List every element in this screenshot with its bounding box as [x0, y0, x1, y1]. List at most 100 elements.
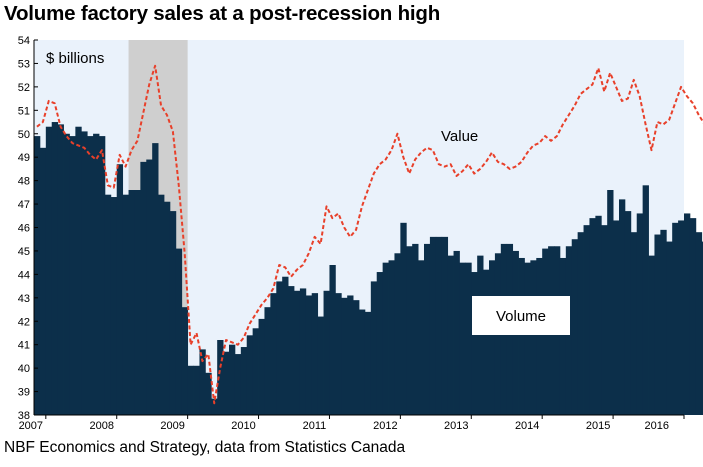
y-tick-label: 48: [18, 176, 30, 188]
volume-bar: [246, 335, 254, 415]
volume-bar: [299, 288, 307, 415]
volume-bar: [199, 349, 206, 415]
volume-bar: [370, 281, 378, 415]
value-series-line: [36, 64, 703, 405]
volume-bar: [589, 218, 596, 415]
volume-bar: [323, 290, 330, 415]
y-tick-label: 40: [18, 363, 30, 375]
x-tick-label: 2013: [444, 420, 468, 432]
volume-bar: [39, 147, 47, 415]
volume-bar: [110, 197, 118, 415]
volume-bar: [400, 222, 407, 415]
volume-bar: [93, 133, 100, 415]
y-tick-label: 52: [18, 82, 30, 94]
volume-bar: [406, 246, 413, 415]
volume-bar: [311, 293, 319, 415]
volume-bar: [695, 232, 703, 415]
volume-bar: [477, 255, 484, 415]
volume-bar: [63, 133, 70, 415]
volume-bar: [678, 220, 685, 415]
volume-bar: [418, 260, 425, 415]
volume-bar: [613, 220, 620, 415]
volume-series-label: Volume: [496, 308, 546, 325]
volume-bar: [45, 126, 53, 415]
volume-bar: [264, 307, 271, 415]
volume-bar: [518, 257, 525, 415]
volume-bar: [359, 309, 366, 415]
volume-bar: [648, 255, 655, 415]
volume-bar: [660, 229, 667, 415]
volume-bar: [595, 215, 602, 415]
volume-bar: [364, 311, 372, 415]
volume-bar: [642, 185, 649, 415]
volume-bar: [258, 318, 265, 415]
volume-bar: [672, 222, 679, 415]
volume-bar: [471, 272, 478, 415]
volume-bar: [217, 340, 224, 415]
y-tick-label: 51: [18, 105, 30, 117]
volume-bar: [489, 260, 496, 415]
volume-label-box: [472, 296, 570, 335]
volume-bar: [317, 316, 324, 415]
volume-bar: [57, 124, 64, 415]
volume-bar: [288, 286, 295, 415]
x-tick-label: 2010: [231, 420, 255, 432]
volume-bar: [158, 194, 165, 415]
volume-bar: [441, 236, 449, 415]
volume-bar: [164, 201, 171, 415]
volume-bar: [175, 248, 183, 415]
volume-bar: [536, 257, 543, 415]
volume-bar: [624, 211, 632, 415]
x-tick-label: 2008: [89, 420, 113, 432]
chart-source: NBF Economics and Strategy, data from St…: [4, 439, 406, 456]
volume-bar: [689, 218, 697, 415]
volume-bar: [69, 136, 76, 415]
x-tick-label: 2012: [373, 420, 397, 432]
volume-bar: [187, 365, 194, 415]
volume-bar: [636, 213, 644, 415]
y-tick-label: 47: [18, 199, 30, 211]
volume-bar: [701, 241, 703, 415]
volume-bar: [347, 295, 354, 415]
volume-bar: [104, 194, 112, 415]
volume-bar: [447, 255, 454, 415]
volume-bar: [294, 290, 301, 415]
volume-bar: [140, 161, 147, 415]
volume-bar: [240, 347, 248, 415]
y-axis: 38 39 40 41 42 43 44 45 46 47 48 49 50 51 52 53 54: [18, 35, 38, 422]
volume-bar: [34, 136, 41, 415]
volume-bar: [51, 122, 59, 415]
volume-bar: [483, 269, 490, 415]
x-tick-label: 2009: [160, 420, 184, 432]
volume-bar: [99, 136, 106, 415]
volume-bar: [252, 328, 259, 415]
y-tick-label: 38: [18, 410, 30, 422]
y-tick-label: 42: [18, 316, 30, 328]
volume-bar: [229, 344, 236, 415]
volume-bar: [465, 262, 472, 415]
y-tick-label: 53: [18, 58, 30, 70]
x-tick-label: 2007: [19, 420, 43, 432]
volume-bar: [459, 262, 466, 415]
volume-bar: [87, 136, 94, 415]
volume-bar: [276, 281, 283, 415]
volume-bar: [388, 260, 395, 415]
volume-bar: [619, 199, 626, 415]
volume-bar: [341, 297, 348, 415]
y-tick-label: 39: [18, 387, 30, 399]
volume-bar: [376, 272, 384, 415]
volume-bar: [429, 236, 437, 415]
volume-bar: [81, 131, 88, 415]
volume-bar: [684, 213, 691, 415]
volume-bar: [223, 351, 230, 415]
volume-bar: [424, 243, 431, 415]
volume-bar: [435, 236, 443, 415]
volume-bar: [630, 232, 638, 415]
y-tick-label: 41: [18, 340, 30, 352]
y-tick-label: 54: [18, 35, 30, 47]
x-tick-label: 2016: [645, 420, 669, 432]
volume-bar: [412, 243, 419, 415]
volume-bar: [394, 253, 401, 415]
x-tick-label: 2015: [586, 420, 610, 432]
